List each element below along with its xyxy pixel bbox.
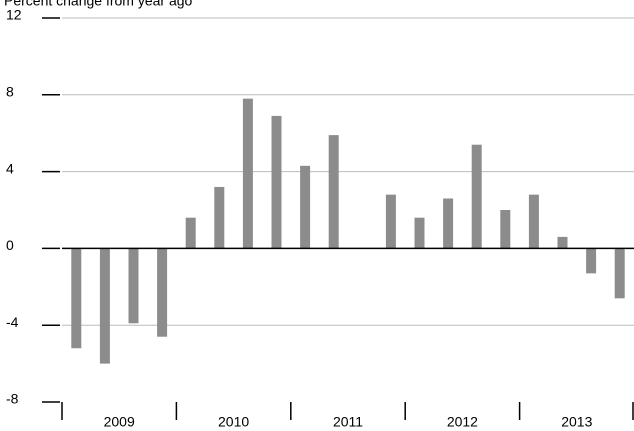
y-tick-label: 4 bbox=[6, 160, 14, 176]
x-tick-label: 2010 bbox=[218, 414, 249, 430]
bar bbox=[528, 194, 539, 249]
chart-title: Percent change from year ago bbox=[4, 0, 193, 9]
bar bbox=[185, 217, 196, 249]
bar bbox=[300, 165, 311, 249]
x-tick-label: 2012 bbox=[447, 414, 478, 430]
bar bbox=[99, 248, 110, 364]
bar bbox=[443, 198, 454, 249]
y-tick-label: 0 bbox=[6, 237, 14, 253]
y-tick-label: -8 bbox=[6, 391, 19, 407]
bar bbox=[385, 194, 396, 249]
y-tick-label: -4 bbox=[6, 314, 19, 330]
y-tick-label: 8 bbox=[6, 84, 14, 100]
bar bbox=[242, 98, 253, 249]
bar bbox=[471, 144, 482, 249]
bar bbox=[214, 186, 225, 249]
bar bbox=[71, 248, 82, 349]
bar bbox=[328, 135, 339, 249]
bar bbox=[128, 248, 139, 324]
x-tick-label: 2013 bbox=[561, 414, 592, 430]
bar bbox=[271, 115, 282, 249]
x-tick-label: 2009 bbox=[104, 414, 135, 430]
bar bbox=[586, 248, 597, 274]
bar bbox=[414, 217, 425, 249]
y-tick-label: 12 bbox=[6, 7, 22, 23]
x-tick-label: 2011 bbox=[333, 414, 363, 430]
bar bbox=[614, 248, 625, 299]
bar bbox=[157, 248, 168, 337]
bar bbox=[557, 236, 568, 249]
bar bbox=[500, 210, 511, 249]
